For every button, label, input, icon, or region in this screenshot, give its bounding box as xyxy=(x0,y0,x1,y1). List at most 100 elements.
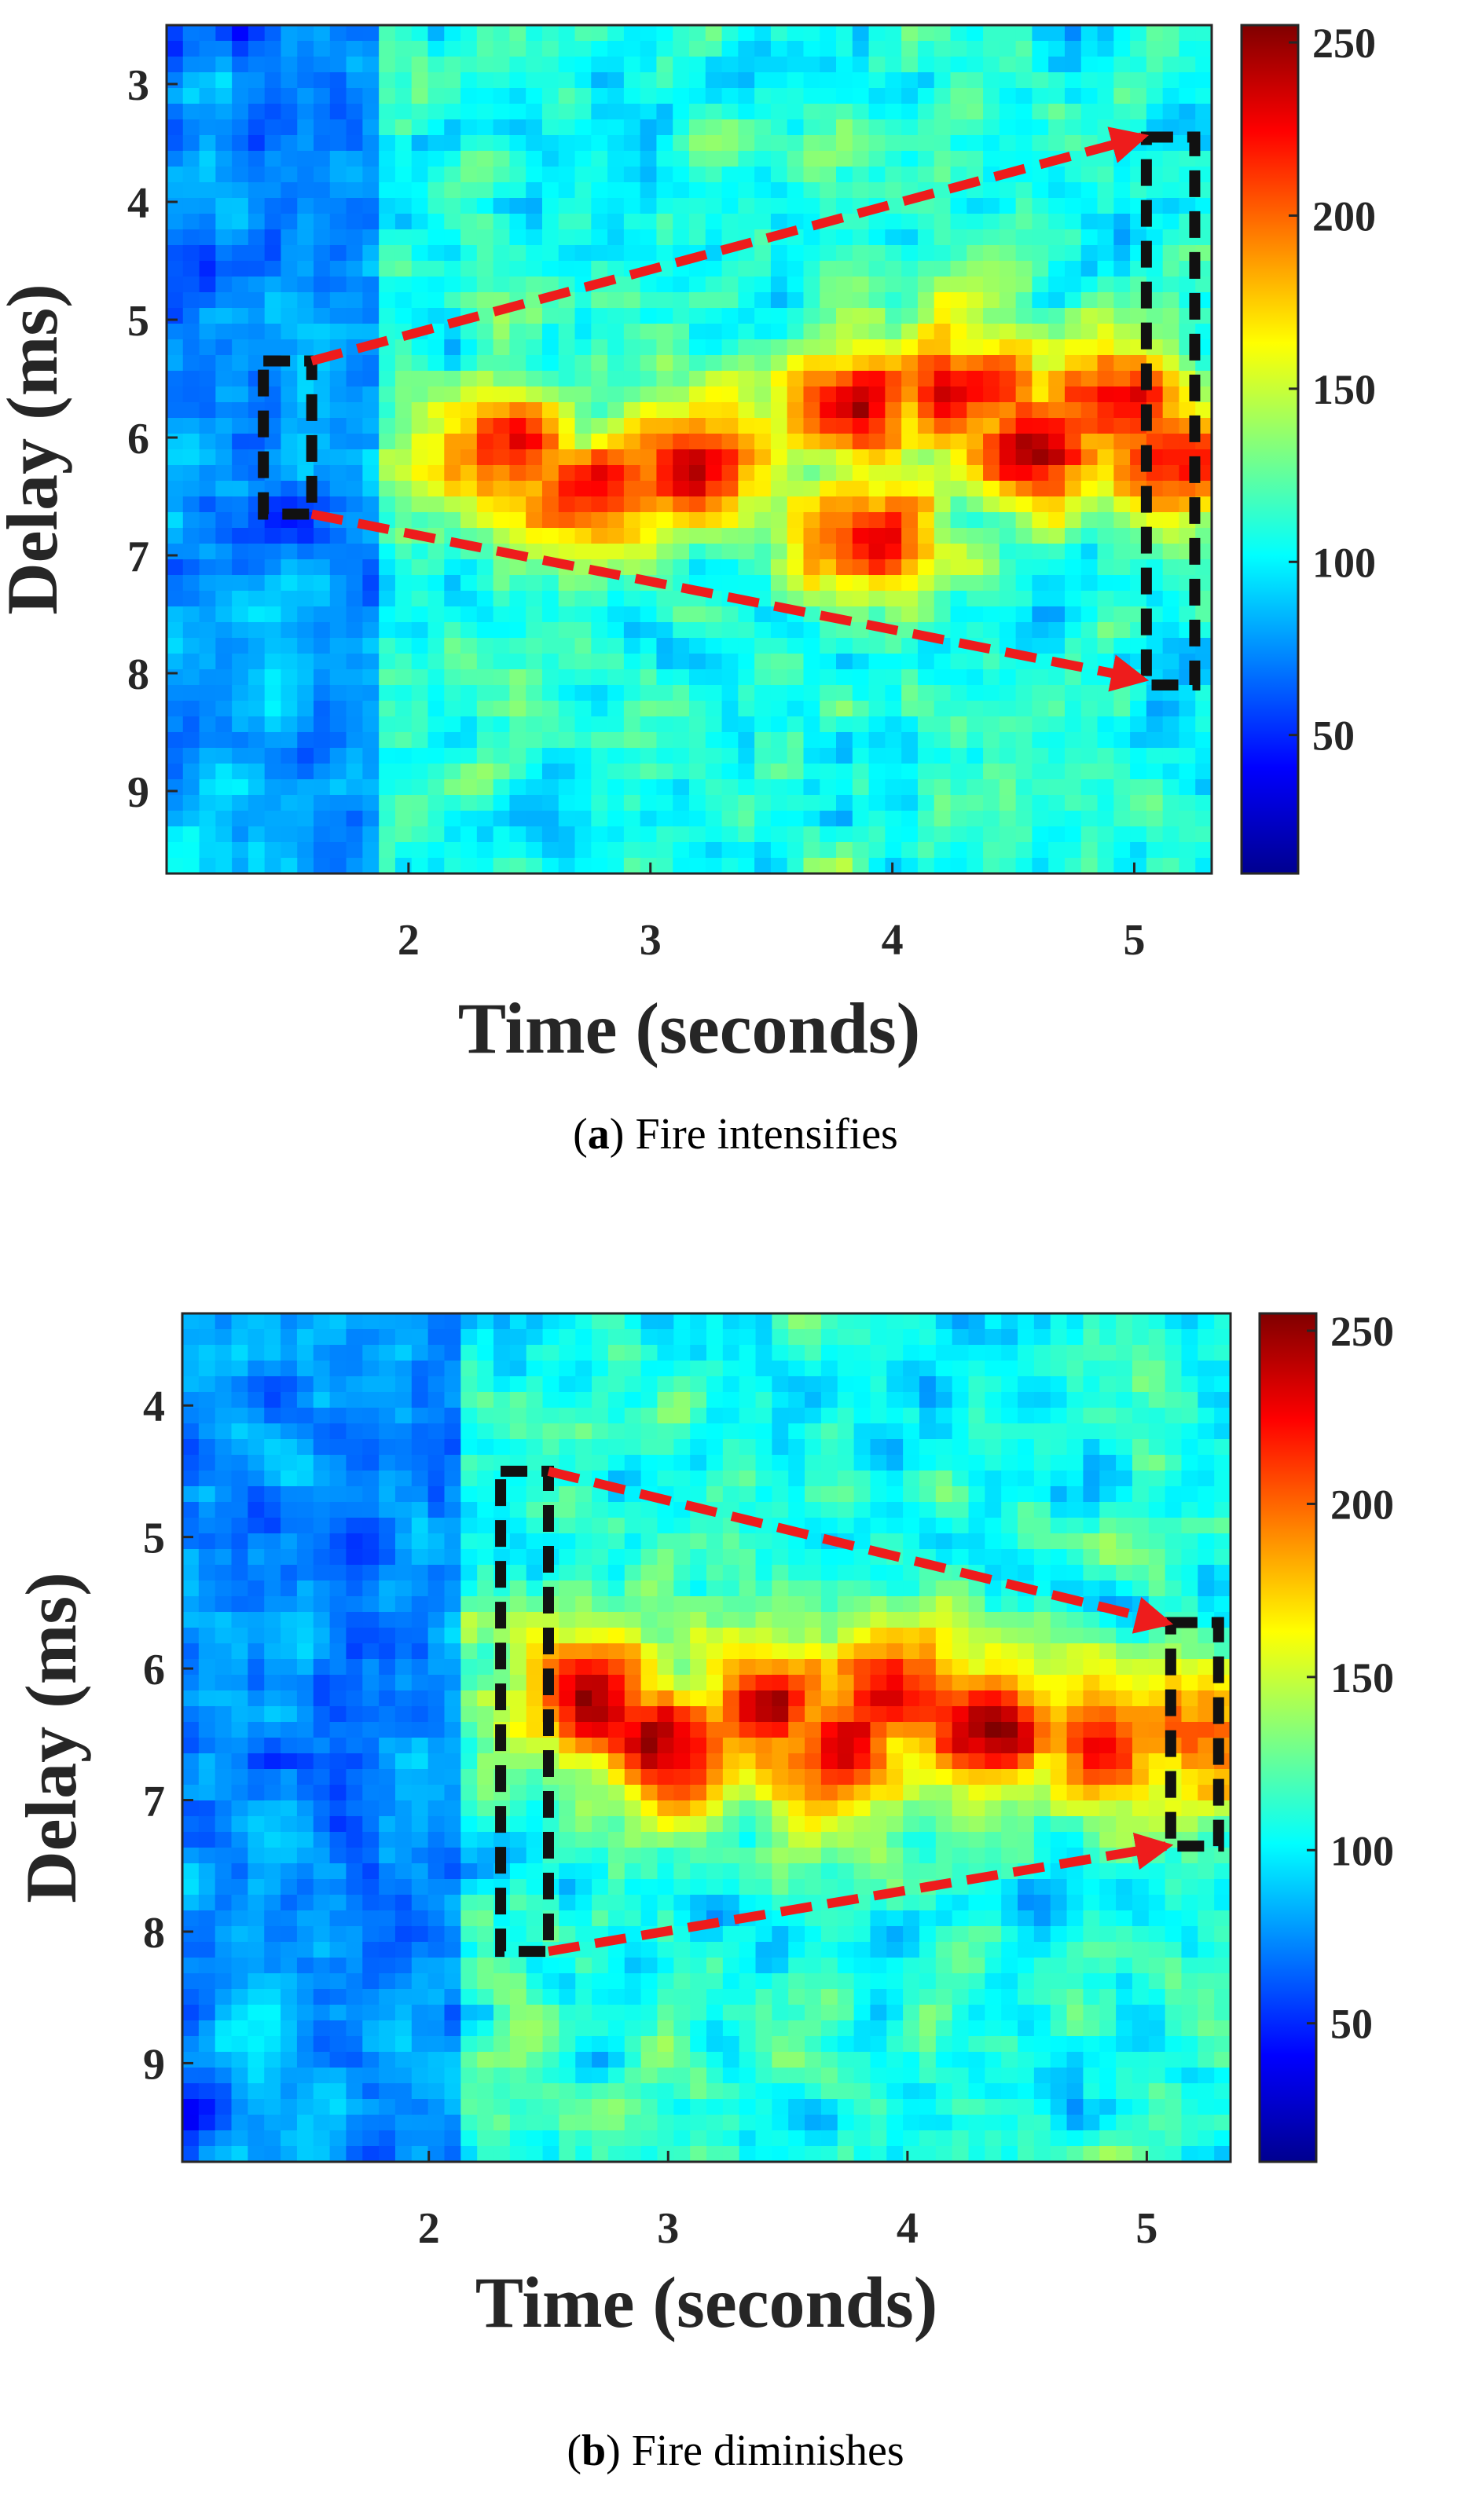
heatmap-cell xyxy=(1033,1565,1051,1581)
heatmap-cell xyxy=(803,57,820,73)
heatmap-cell xyxy=(607,1376,625,1393)
heatmap-cell xyxy=(967,119,984,136)
heatmap-cell xyxy=(215,41,233,57)
heatmap-cell xyxy=(362,88,380,104)
heatmap-cell xyxy=(689,72,706,89)
heatmap-cell xyxy=(182,591,200,607)
heatmap-cell xyxy=(803,339,820,356)
heatmap-cell xyxy=(232,858,249,874)
heatmap-cell xyxy=(427,858,445,874)
heatmap-cell xyxy=(952,1392,970,1408)
heatmap-cell xyxy=(705,559,723,576)
heatmap-cell xyxy=(411,591,429,607)
heatmap-cell xyxy=(837,1376,855,1393)
heatmap-cell xyxy=(853,1596,871,1613)
heatmap-cell xyxy=(1148,1329,1166,1346)
heatmap-cell xyxy=(444,748,461,764)
heatmap-cell xyxy=(329,1628,347,1644)
heatmap-cell xyxy=(885,151,902,167)
heatmap-cell xyxy=(248,1455,265,1471)
heatmap-cell xyxy=(1064,88,1082,104)
heatmap-cell xyxy=(1162,764,1180,780)
heatmap-cell xyxy=(394,1345,413,1361)
heatmap-cell xyxy=(935,1361,953,1377)
heatmap-cell xyxy=(215,512,233,529)
heatmap-cell xyxy=(394,292,413,309)
heatmap-cell xyxy=(1033,1486,1051,1503)
heatmap-cell xyxy=(526,779,543,796)
heatmap-cell xyxy=(1083,1502,1100,1518)
heatmap-cell xyxy=(1050,1659,1068,1676)
heatmap-cell xyxy=(574,182,592,199)
heatmap-cell xyxy=(314,544,331,560)
heatmap-cell xyxy=(722,1486,740,1503)
heatmap-cell xyxy=(182,622,200,639)
heatmap-cell xyxy=(411,606,429,623)
heatmap-cell xyxy=(852,701,870,717)
heatmap-cell xyxy=(787,418,805,434)
heatmap-cell xyxy=(607,638,625,654)
heatmap-cell xyxy=(362,544,380,560)
heatmap-cell xyxy=(1064,182,1082,199)
heatmap-cell xyxy=(215,355,233,372)
heatmap-cell xyxy=(1113,449,1131,466)
heatmap-cell xyxy=(705,575,723,592)
heatmap-cell xyxy=(950,732,967,749)
heatmap-cell xyxy=(232,25,249,42)
heatmap-cell xyxy=(1064,386,1082,403)
heatmap-cell xyxy=(1198,1659,1215,1676)
heatmap-cell xyxy=(640,371,658,387)
heatmap-cell xyxy=(444,355,461,372)
heatmap-cell xyxy=(607,1628,625,1644)
heatmap-cell xyxy=(411,779,429,796)
heatmap-cell xyxy=(314,622,331,639)
y-tick-label: 5 xyxy=(127,297,149,346)
heatmap-cell xyxy=(167,748,184,764)
heatmap-cell xyxy=(656,292,673,309)
heatmap-cell xyxy=(592,1361,609,1377)
heatmap-cell xyxy=(770,198,788,214)
heatmap-cell xyxy=(787,559,805,576)
heatmap-cell xyxy=(868,795,886,811)
heatmap-cell xyxy=(1181,1643,1198,1660)
heatmap-cell xyxy=(901,229,919,246)
heatmap-cell xyxy=(182,418,200,434)
heatmap-cell xyxy=(1179,88,1196,104)
heatmap-cell xyxy=(460,465,478,482)
end-box-annotation xyxy=(1140,131,1201,690)
heatmap-cell xyxy=(968,1345,985,1361)
heatmap-cell xyxy=(411,277,429,293)
heatmap-cell xyxy=(1032,826,1049,843)
heatmap-cell xyxy=(755,1643,772,1660)
heatmap-cell xyxy=(1198,1329,1215,1346)
heatmap-cell xyxy=(868,811,886,827)
heatmap-cell xyxy=(460,1533,478,1550)
heatmap-cell xyxy=(738,182,755,199)
heatmap-cell xyxy=(297,198,314,214)
heatmap-cell xyxy=(1064,638,1082,654)
heatmap-cell xyxy=(379,198,396,214)
heatmap-cell xyxy=(721,324,739,340)
heatmap-cell xyxy=(689,638,706,654)
heatmap-cell xyxy=(460,339,478,356)
heatmap-cell xyxy=(983,811,1000,827)
heatmap-cell xyxy=(885,842,902,859)
heatmap-cell xyxy=(689,386,706,403)
heatmap-cell xyxy=(852,371,870,387)
heatmap-cell xyxy=(296,1408,314,1424)
heatmap-cell xyxy=(574,842,592,859)
heatmap-cell xyxy=(770,669,788,686)
heatmap-cell xyxy=(721,575,739,592)
heatmap-cell xyxy=(264,826,282,843)
heatmap-cell xyxy=(1064,716,1082,733)
heatmap-cell xyxy=(657,1580,674,1597)
heatmap-cell xyxy=(362,669,380,686)
heatmap-cell xyxy=(983,622,1000,639)
heatmap-cell xyxy=(787,622,805,639)
heatmap-cell xyxy=(167,72,184,89)
heatmap-cell xyxy=(1181,1628,1198,1644)
heatmap-cell xyxy=(1080,732,1099,749)
heatmap-cell xyxy=(427,57,445,73)
heatmap-cell xyxy=(673,654,690,670)
heatmap-cell xyxy=(182,1439,200,1456)
